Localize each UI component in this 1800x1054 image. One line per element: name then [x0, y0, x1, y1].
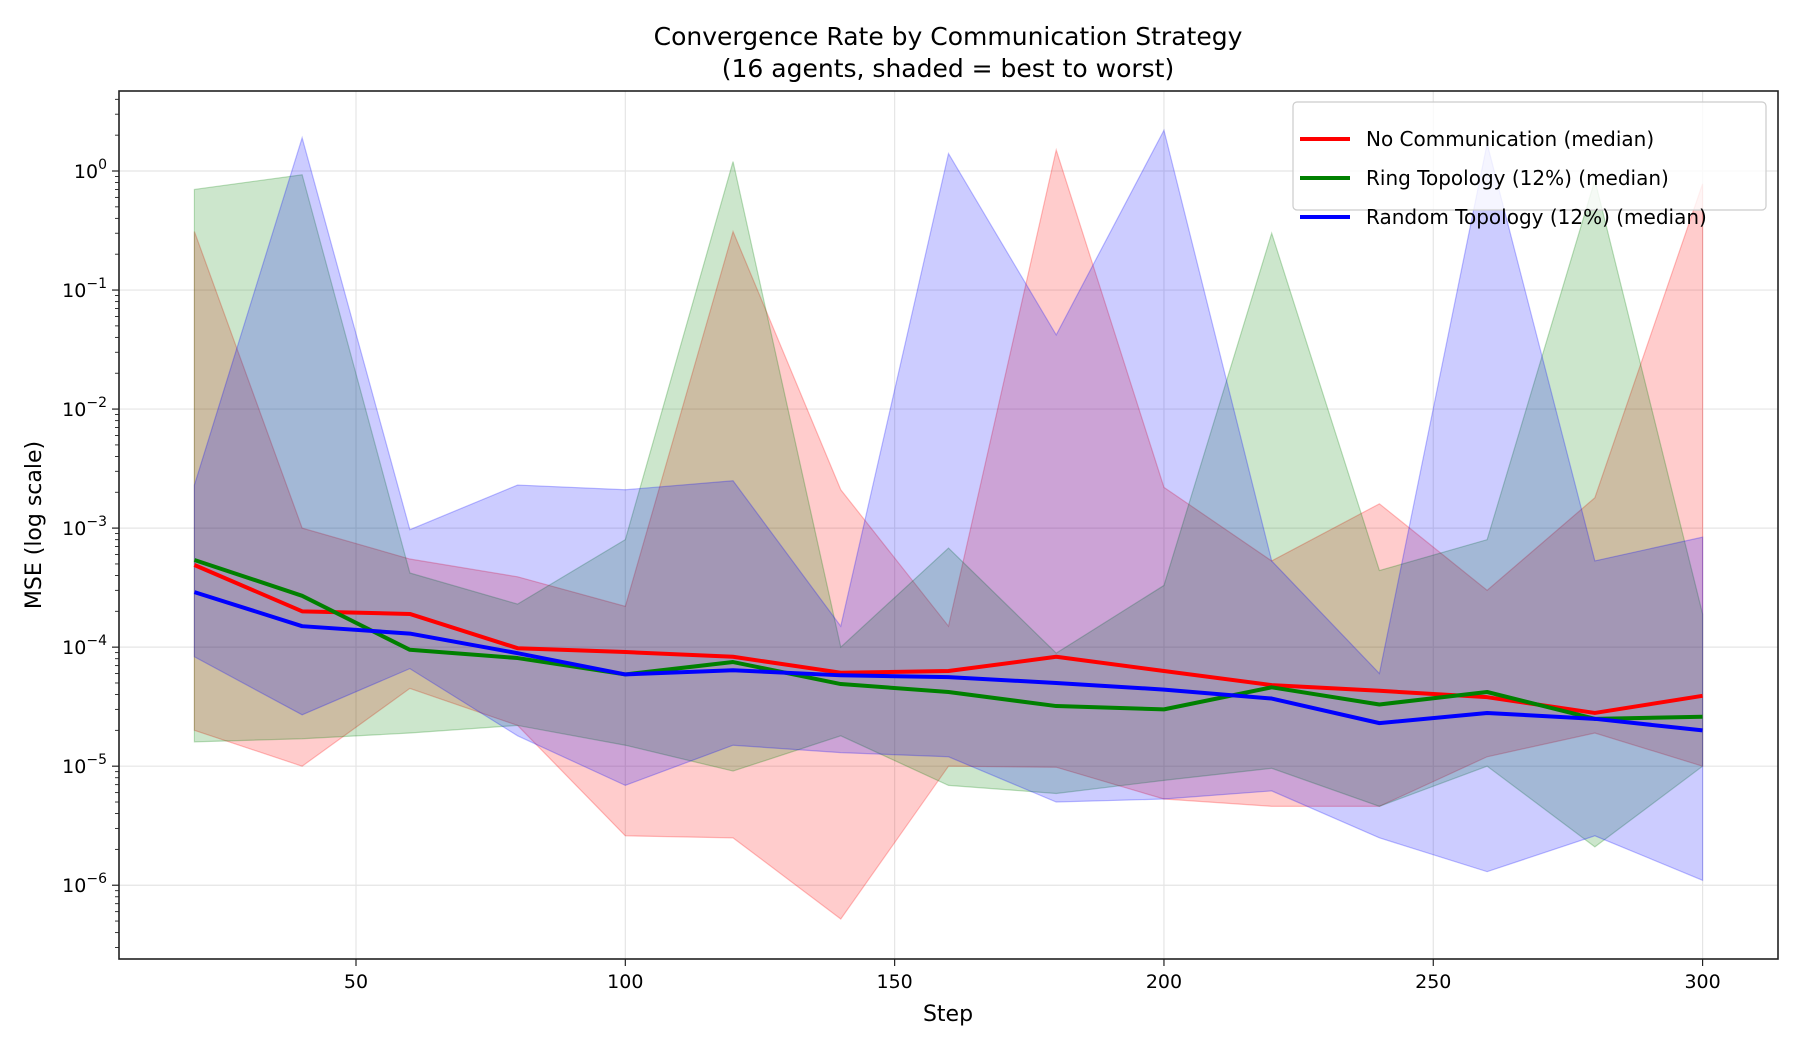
legend-label-2: Random Topology (12%) (median)	[1366, 205, 1707, 229]
legend-label-0: No Communication (median)	[1366, 127, 1654, 151]
y-tick-label: 10−4	[62, 633, 107, 659]
y-tick-label: 100	[74, 157, 107, 183]
plot-frame	[118, 90, 1779, 960]
x-axis-label: Step	[923, 1002, 973, 1027]
y-tick-label: 10−2	[62, 395, 107, 421]
y-axis-label: MSE (log scale)	[22, 441, 47, 609]
band-series-2	[193, 128, 1704, 882]
band-series-0	[193, 147, 1704, 920]
legend-label-1: Ring Topology (12%) (median)	[1366, 166, 1669, 190]
y-tick-label: 10−5	[62, 752, 107, 778]
x-tick-label: 300	[1684, 971, 1720, 993]
x-tick-label: 150	[877, 971, 913, 993]
chart-title: Convergence Rate by Communication Strate…	[654, 22, 1243, 51]
median-lines	[193, 558, 1703, 733]
chart-subtitle: (16 agents, shaded = best to worst)	[722, 54, 1174, 83]
y-tick-label: 10−6	[62, 871, 107, 897]
x-tick-label: 100	[607, 971, 643, 993]
axis-ticks: 50 100 150 200 250 300 10−6 10−5 10−4 10−3 10−2 10−…	[62, 98, 1721, 993]
x-tick-label: 250	[1415, 971, 1451, 993]
median-line-series-2	[193, 590, 1703, 733]
y-tick-label: 10−3	[62, 514, 107, 540]
legend-box	[1292, 101, 1767, 211]
x-tick-label: 50	[344, 971, 368, 993]
band-series-1	[193, 161, 1704, 848]
x-tick-label: 200	[1146, 971, 1182, 993]
y-tick-label: 10−1	[62, 276, 107, 302]
median-line-series-1	[193, 558, 1703, 721]
legend: No Communication (median) Ring Topology (…	[1292, 101, 1767, 229]
shaded-bands	[193, 128, 1704, 920]
